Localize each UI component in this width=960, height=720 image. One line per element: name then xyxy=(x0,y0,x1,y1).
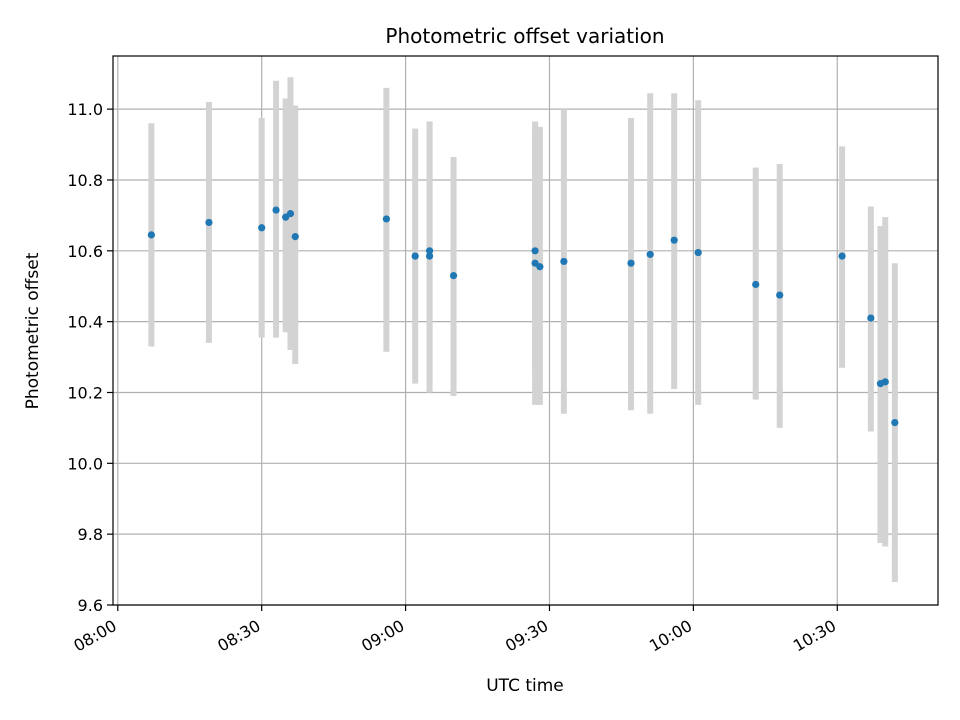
data-point xyxy=(867,314,875,322)
data-point xyxy=(258,224,266,232)
data-point xyxy=(286,210,295,218)
data-point xyxy=(205,218,213,227)
y-axis-ticks: 9.6 9.8 10.0 10.2 10.4 10.6 10.8 11.0 xyxy=(67,100,113,615)
y-tick-label: 11.0 xyxy=(67,100,103,119)
data-point xyxy=(891,418,899,427)
plot-frame xyxy=(112,55,939,606)
data-point xyxy=(776,291,784,299)
plot-area xyxy=(113,56,938,605)
data-point xyxy=(147,231,155,239)
data-point xyxy=(272,206,280,214)
data-point xyxy=(670,236,678,244)
y-axis-label: Photometric offset xyxy=(23,252,43,409)
data-point xyxy=(536,263,544,271)
data-point xyxy=(752,280,760,289)
y-tick-label: 10.2 xyxy=(67,383,103,402)
data-points xyxy=(147,206,899,427)
data-point xyxy=(560,257,568,266)
y-tick-label: 10.4 xyxy=(67,313,103,332)
data-point xyxy=(627,259,635,267)
y-tick-label: 10.8 xyxy=(67,171,103,190)
x-axis-label: UTC time xyxy=(486,676,564,696)
chart-title: Photometric offset variation xyxy=(385,24,664,48)
y-tick-label: 10.0 xyxy=(67,454,103,473)
data-point xyxy=(425,247,434,255)
data-point xyxy=(449,272,458,280)
y-tick-label: 10.6 xyxy=(67,242,103,261)
data-point xyxy=(425,252,434,260)
data-point xyxy=(838,252,846,260)
y-tick-label: 9.8 xyxy=(78,525,103,544)
data-point xyxy=(531,247,539,255)
y-tick-label: 9.6 xyxy=(78,596,103,615)
data-point xyxy=(411,252,419,260)
data-point xyxy=(382,215,391,223)
data-point xyxy=(881,378,889,386)
data-point xyxy=(291,233,299,241)
data-point xyxy=(694,248,702,257)
data-point xyxy=(646,250,654,258)
